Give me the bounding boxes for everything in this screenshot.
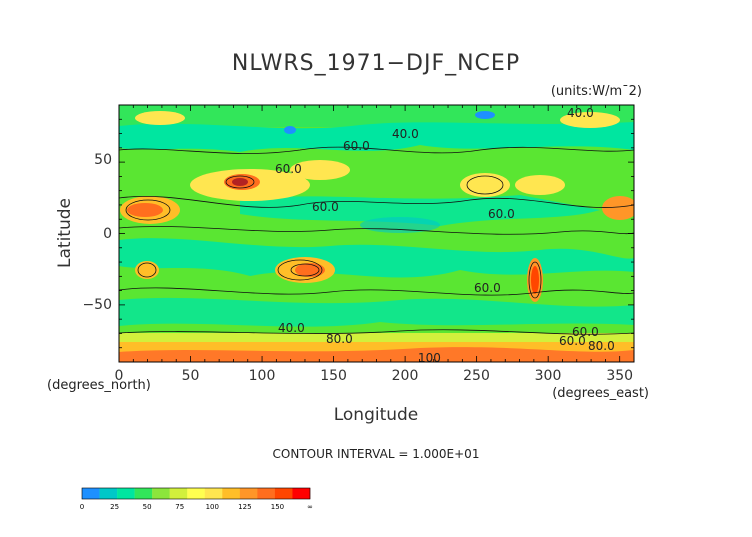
colorbar-swatch <box>187 488 205 499</box>
contour-label: 100 <box>418 351 441 365</box>
band-tropics-teal <box>240 195 600 226</box>
contour-line <box>137 262 157 278</box>
y-axis-label: Latitude <box>55 198 75 268</box>
colorbar-tick-label: 125 <box>238 503 251 511</box>
x-tick-label: 100 <box>249 368 276 384</box>
hotspot-sahara-core <box>127 203 163 217</box>
hotspot-greenland <box>515 175 565 195</box>
band-antarctic-yellow <box>119 333 634 343</box>
field-hotspots <box>120 111 634 302</box>
contour-interval-note: CONTOUR INTERVAL = 1.000E+01 <box>273 447 480 461</box>
band-antarctic-red <box>119 347 634 362</box>
colorbar-tick-label: ∞ <box>307 503 313 511</box>
x-tick-label: 200 <box>392 368 419 384</box>
contour-label: 60.0 <box>474 281 501 295</box>
colorbar-swatch <box>99 488 118 499</box>
hotspot-tibet-core <box>232 178 248 186</box>
y-tick-label: 0 <box>103 226 112 242</box>
hotspot-arctic-west <box>135 111 185 125</box>
contour-line <box>119 329 634 335</box>
contour-line <box>290 263 320 277</box>
contour-label: 60.0 <box>312 200 339 214</box>
x-tick-labels: 0 50 100 150 200 250 300 350 <box>115 368 634 384</box>
plot-area: 40.0 60.0 60.0 60.0 60.0 60.0 80.0 40.0 … <box>119 105 634 365</box>
contour-label: 60.0 <box>559 334 586 348</box>
band-south-teal <box>119 238 634 278</box>
colorbar-swatch <box>169 488 188 499</box>
contour-label: 40.0 <box>567 106 594 120</box>
hotspot-andes-core <box>531 266 539 294</box>
x-tick-label: 350 <box>606 368 633 384</box>
colorbar-tick-label: 75 <box>175 503 184 511</box>
x-tick-label: 0 <box>115 368 124 384</box>
colorbar-swatch <box>257 488 276 499</box>
contour-label: 40.0 <box>392 127 419 141</box>
x-tick-label: 250 <box>463 368 490 384</box>
colorbar-swatch <box>134 488 153 499</box>
hotspot-west-africa <box>602 196 634 220</box>
contour-line <box>466 175 504 195</box>
contour-label: 60.0 <box>275 162 302 176</box>
contour-line <box>119 195 634 208</box>
contour-line <box>119 287 634 296</box>
x-tick-label: 150 <box>320 368 347 384</box>
colorbar-tick-label: 50 <box>143 503 152 511</box>
contour-line <box>119 226 634 235</box>
colorbar-swatch <box>222 488 241 499</box>
contour-label: 60.0 <box>572 325 599 339</box>
hotspot-north-america <box>460 173 510 197</box>
contour-line <box>225 175 255 189</box>
contour-line <box>528 261 542 299</box>
colorbar-tick-label: 150 <box>271 503 284 511</box>
contour-labels: 40.0 60.0 60.0 60.0 60.0 60.0 80.0 40.0 … <box>275 106 615 365</box>
hotspot-arctic-east <box>560 112 620 128</box>
contour-line <box>119 146 634 154</box>
colorbar-swatch <box>152 488 170 499</box>
x-axis-label: Longitude <box>334 405 419 425</box>
y-tick-label: 50 <box>94 152 112 168</box>
units-label: (units:W/m¯2) <box>551 84 642 99</box>
contour-label: 80.0 <box>588 339 615 353</box>
x-tick-label: 50 <box>182 368 200 384</box>
colorbar-swatch <box>292 488 311 499</box>
y-units-note: (degrees_north) <box>47 378 151 393</box>
colorbar-frame <box>81 487 311 500</box>
colorbar-swatch <box>274 488 293 499</box>
contour-label: 40.0 <box>278 321 305 335</box>
colorbar-swatch <box>239 488 258 499</box>
contour-line <box>125 199 171 221</box>
colorbar-swatch <box>204 488 223 499</box>
contour-label: 80.0 <box>326 332 353 346</box>
band-arctic <box>119 105 634 127</box>
coldspot-arctic <box>284 126 296 134</box>
field-bands <box>119 105 634 362</box>
band-southern-ocean <box>119 297 634 327</box>
hotspot-australia-core <box>295 263 325 277</box>
contour-label: 60.0 <box>488 207 515 221</box>
band-north-teal <box>119 122 634 152</box>
colorbar-tick-label: 100 <box>206 503 219 511</box>
colorbar: 0 25 50 75 100 125 150 ∞ <box>80 487 313 511</box>
coldspot-north-pacific <box>475 111 495 119</box>
colorbar-swatch <box>117 488 135 499</box>
hotspot-south-africa <box>135 261 159 279</box>
axis-ticks <box>118 104 635 363</box>
x-units-note: (degrees_east) <box>552 386 649 401</box>
contour-line <box>277 259 323 281</box>
colorbar-tick-label: 25 <box>110 503 119 511</box>
contour-lines <box>119 146 634 335</box>
colorbar-swatch <box>82 488 100 499</box>
colorbar-tick-label: 0 <box>80 503 84 511</box>
y-tick-label: −50 <box>82 297 112 313</box>
chart-title: NLWRS_1971−DJF_NCEP <box>232 51 520 76</box>
y-tick-labels: 50 0 −50 <box>82 152 112 313</box>
hotspot-mongolia <box>290 160 350 180</box>
contour-label: 60.0 <box>343 139 370 153</box>
x-tick-label: 300 <box>535 368 562 384</box>
